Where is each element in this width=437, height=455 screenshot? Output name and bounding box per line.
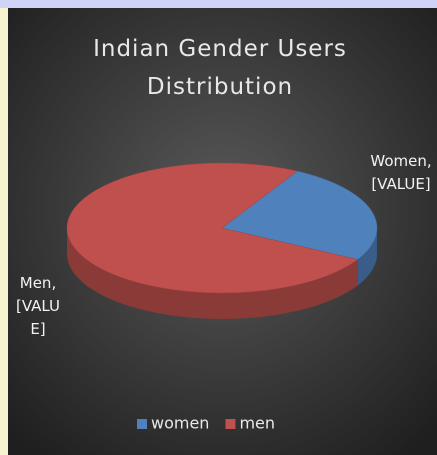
legend-label: women (151, 414, 209, 433)
slice-side (67, 228, 358, 319)
data-label: Women, [VALUE] (370, 152, 432, 193)
legend-swatch (225, 419, 236, 429)
data-label-box: Men, [VALUE] (15, 274, 60, 338)
chart-title: Indian Gender Users Distribution (93, 36, 347, 100)
data-label: Men, [VALUE] (15, 274, 60, 338)
top-strip (0, 0, 437, 8)
title-box: Indian Gender Users Distribution (93, 36, 347, 100)
slice-side (357, 228, 377, 286)
data-label-box: Women, [VALUE] (370, 152, 432, 193)
legend-label: men (239, 414, 275, 433)
slice (66, 162, 359, 294)
legend-swatch (137, 419, 147, 429)
slice (221, 170, 378, 260)
